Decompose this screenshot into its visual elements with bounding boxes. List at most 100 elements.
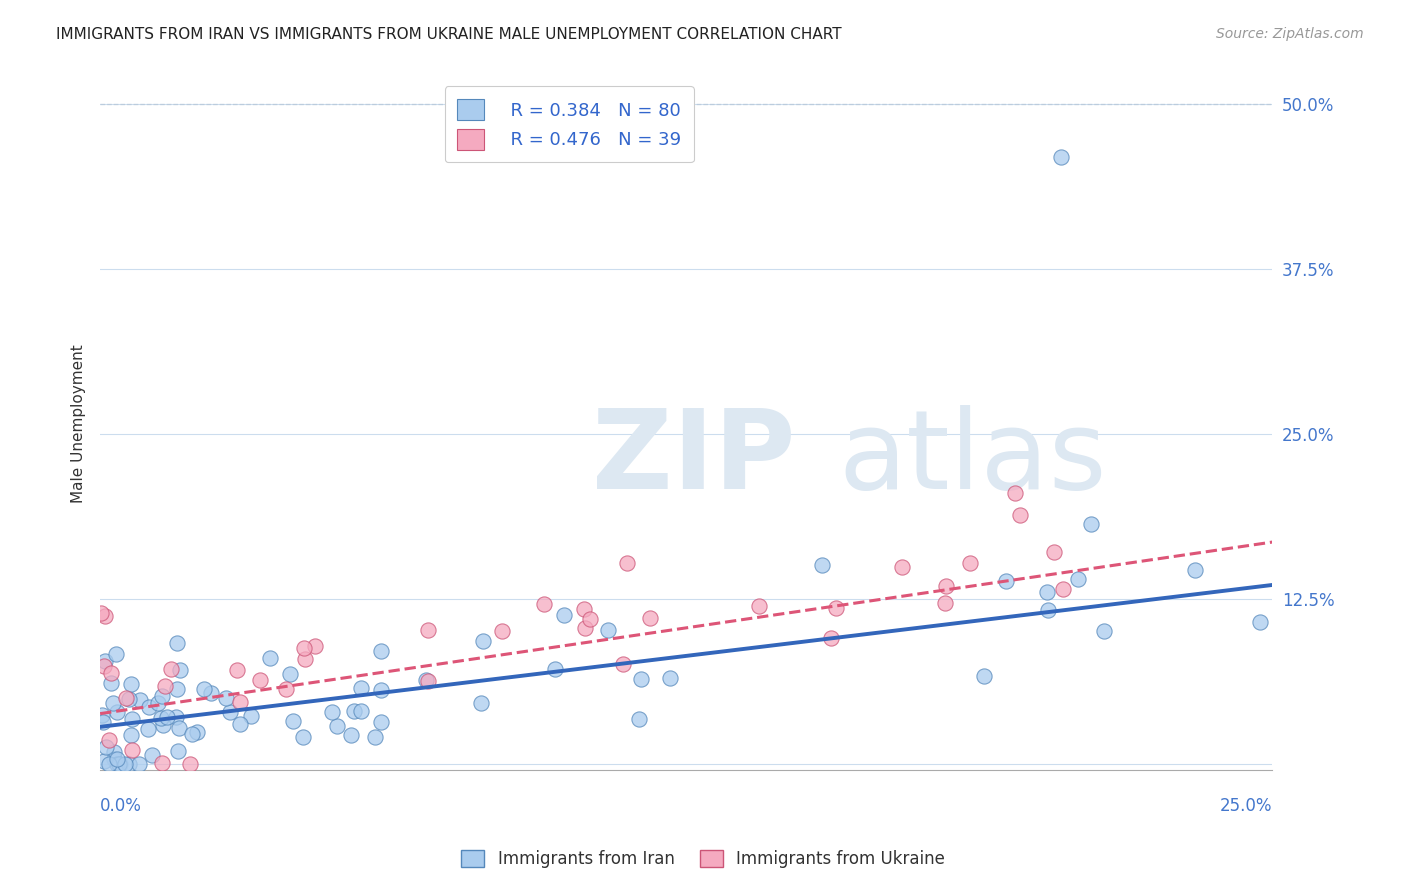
Point xyxy=(278,667,301,681)
Point xyxy=(890,560,912,574)
Point xyxy=(994,574,1017,588)
Point xyxy=(150,689,173,703)
Point xyxy=(321,705,343,719)
Point xyxy=(616,556,638,570)
Point xyxy=(1004,486,1026,500)
Point xyxy=(553,607,575,622)
Point xyxy=(370,682,392,697)
Point xyxy=(281,714,304,728)
Point xyxy=(179,756,201,771)
Point xyxy=(472,634,495,648)
Point xyxy=(105,752,128,766)
Point xyxy=(167,721,190,735)
Point xyxy=(121,743,143,757)
Point xyxy=(294,652,316,666)
Point xyxy=(959,556,981,570)
Point xyxy=(1066,572,1088,586)
Point xyxy=(156,710,179,724)
Legend: Immigrants from Iran, Immigrants from Ukraine: Immigrants from Iran, Immigrants from Uk… xyxy=(454,843,952,875)
Point xyxy=(169,663,191,677)
Point xyxy=(1036,585,1059,599)
Point xyxy=(1052,582,1074,596)
Text: 25.0%: 25.0% xyxy=(1220,797,1272,814)
Point xyxy=(105,705,128,719)
Point xyxy=(418,674,440,689)
Point xyxy=(200,686,222,700)
Point xyxy=(326,718,349,732)
Text: IMMIGRANTS FROM IRAN VS IMMIGRANTS FROM UKRAINE MALE UNEMPLOYMENT CORRELATION CH: IMMIGRANTS FROM IRAN VS IMMIGRANTS FROM … xyxy=(56,27,842,42)
Point xyxy=(120,677,142,691)
Point xyxy=(94,609,117,624)
Point xyxy=(1008,508,1031,522)
Point xyxy=(225,663,247,677)
Point xyxy=(574,621,596,635)
Point xyxy=(103,752,125,766)
Point xyxy=(630,673,652,687)
Point xyxy=(1184,563,1206,577)
Point xyxy=(150,711,173,725)
Point xyxy=(579,611,602,625)
Point xyxy=(659,671,682,685)
Point xyxy=(934,596,956,610)
Text: Source: ZipAtlas.com: Source: ZipAtlas.com xyxy=(1216,27,1364,41)
Point xyxy=(128,756,150,771)
Point xyxy=(193,681,215,696)
Legend:   R = 0.384   N = 80,   R = 0.476   N = 39: R = 0.384 N = 80, R = 0.476 N = 39 xyxy=(444,87,693,162)
Point xyxy=(120,728,142,742)
Point xyxy=(748,599,770,614)
Point xyxy=(94,739,117,754)
Point xyxy=(239,709,262,723)
Point xyxy=(364,730,387,744)
Point xyxy=(627,712,650,726)
Point xyxy=(291,731,314,745)
Point xyxy=(340,728,363,742)
Point xyxy=(93,755,115,769)
Point xyxy=(533,597,555,611)
Point xyxy=(973,669,995,683)
Point xyxy=(180,726,202,740)
Point xyxy=(114,756,136,771)
Point xyxy=(228,716,250,731)
Point xyxy=(153,679,176,693)
Point xyxy=(276,682,298,697)
Point xyxy=(101,696,124,710)
Point xyxy=(103,745,125,759)
Point xyxy=(370,643,392,657)
Point xyxy=(110,756,132,771)
Point xyxy=(418,623,440,637)
Point xyxy=(640,611,662,625)
Point xyxy=(166,681,188,696)
Point xyxy=(491,624,513,639)
Point xyxy=(100,665,122,680)
Point xyxy=(141,747,163,762)
Point xyxy=(104,648,127,662)
Point xyxy=(292,641,315,656)
Point xyxy=(115,690,138,705)
Point xyxy=(108,756,131,771)
Point xyxy=(93,659,115,673)
Point xyxy=(160,662,183,676)
Point xyxy=(215,691,238,706)
Point xyxy=(105,756,128,771)
Text: atlas: atlas xyxy=(838,405,1107,512)
Point xyxy=(350,681,373,695)
Point xyxy=(370,715,392,730)
Point xyxy=(166,636,188,650)
Point xyxy=(90,606,112,620)
Point xyxy=(1080,517,1102,532)
Point xyxy=(596,623,619,637)
Point xyxy=(612,657,634,671)
Point xyxy=(128,693,150,707)
Point xyxy=(935,579,957,593)
Point xyxy=(219,705,242,719)
Point xyxy=(820,631,842,645)
Point xyxy=(118,756,141,771)
Point xyxy=(811,558,834,572)
Point xyxy=(415,673,437,688)
Point xyxy=(121,712,143,726)
Point xyxy=(249,673,271,687)
Point xyxy=(825,600,848,615)
Point xyxy=(138,699,160,714)
Point xyxy=(136,722,159,736)
Point xyxy=(304,640,326,654)
